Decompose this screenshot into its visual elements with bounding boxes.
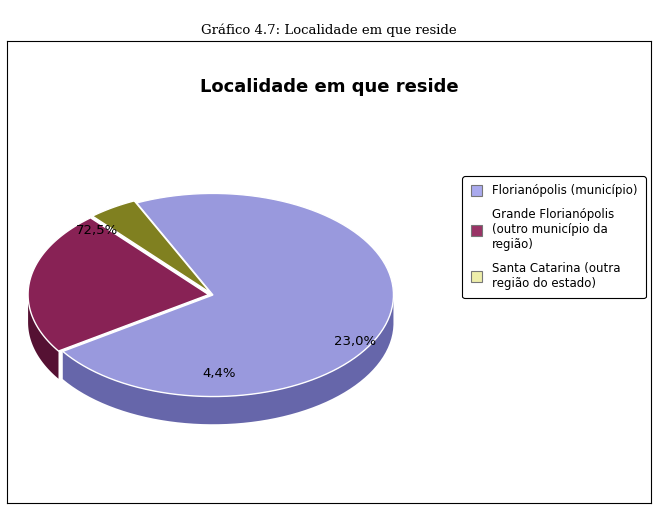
Text: 72,5%: 72,5%	[76, 224, 118, 237]
Polygon shape	[63, 297, 393, 424]
Text: 4,4%: 4,4%	[203, 367, 236, 380]
Polygon shape	[93, 201, 211, 293]
Text: Gráfico 4.7: Localidade em que reside: Gráfico 4.7: Localidade em que reside	[201, 23, 457, 36]
Polygon shape	[28, 295, 59, 379]
Text: Localidade em que reside: Localidade em que reside	[199, 78, 459, 96]
Polygon shape	[63, 193, 393, 397]
Legend: Florianópolis (município), Grande Florianópolis
(outro município da
região), San: Florianópolis (município), Grande Floria…	[462, 176, 645, 298]
Polygon shape	[28, 218, 209, 351]
Text: 23,0%: 23,0%	[334, 334, 376, 348]
